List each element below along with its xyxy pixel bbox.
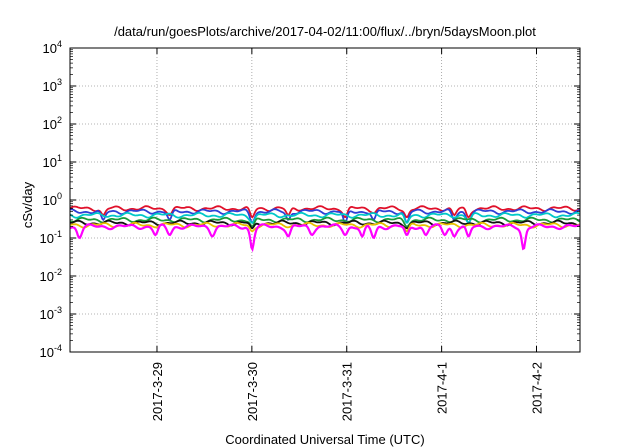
series-line [69, 211, 581, 224]
grid [70, 48, 580, 352]
x-tick-label: 2017-3-30 [245, 362, 260, 421]
y-tick-label: 10-1 [40, 229, 62, 246]
y-tick-label: 104 [43, 39, 62, 56]
y-tick-label: 103 [43, 77, 62, 94]
x-axis-label: Coordinated Universal Time (UTC) [225, 432, 424, 447]
y-tick-label: 101 [43, 153, 62, 170]
series-line [70, 219, 581, 230]
y-tick-label: 10-4 [40, 343, 62, 360]
series-line [69, 216, 581, 228]
x-tick-label: 2017-3-31 [340, 362, 355, 421]
y-tick-label: 10-3 [40, 305, 62, 322]
series-group [69, 205, 581, 253]
chart-title: /data/run/goesPlots/archive/2017-04-02/1… [114, 24, 536, 39]
y-axis-label: cSv/day [20, 181, 35, 228]
y-tick-label: 102 [43, 115, 62, 132]
x-tick-label: 2017-4-2 [530, 362, 545, 414]
series-line [69, 223, 581, 253]
y-axis: 10-4 10-3 10-2 10-1 100 101 102 103 104 [40, 39, 580, 360]
series-line [69, 208, 581, 225]
x-axis: 2017-3-29 2017-3-30 2017-3-31 2017-4-1 2017-… [150, 48, 545, 421]
y-tick-label: 100 [43, 191, 62, 208]
series-line [69, 205, 581, 219]
y-tick-label: 10-2 [40, 267, 62, 284]
x-tick-label: 2017-3-29 [150, 362, 165, 421]
x-tick-label: 2017-4-1 [435, 362, 450, 414]
